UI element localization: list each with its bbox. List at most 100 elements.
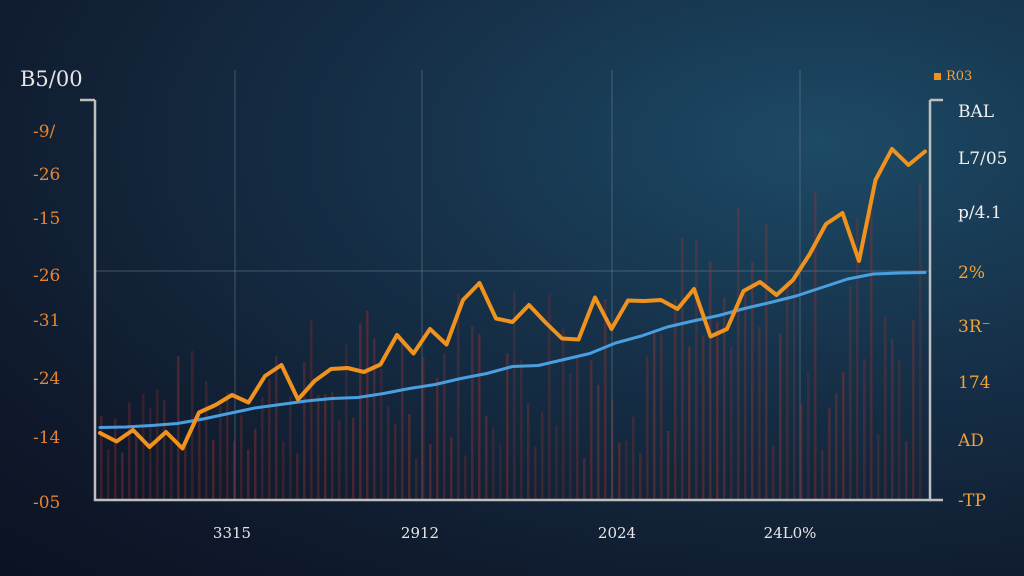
volume-bar bbox=[597, 384, 600, 500]
volume-bar bbox=[639, 453, 642, 500]
axis-frame bbox=[93, 100, 932, 502]
series-lines bbox=[98, 147, 927, 451]
volume-bar bbox=[247, 449, 250, 500]
trend-line bbox=[98, 271, 927, 429]
volume-bar bbox=[408, 414, 411, 500]
volume-bar bbox=[233, 440, 236, 500]
volume-bar bbox=[716, 321, 719, 500]
y-axis-right-ticks: BAL L7/05 p/4.1 2% 3R⁻ 174 AD -TP bbox=[957, 102, 1007, 511]
volume-bar bbox=[219, 405, 222, 500]
volume-bar bbox=[653, 331, 656, 500]
volume-bar bbox=[310, 320, 313, 500]
chart-title: B5/00 bbox=[20, 67, 83, 91]
volume-bar bbox=[443, 353, 446, 500]
volume-bar bbox=[226, 392, 229, 500]
volume-bar bbox=[457, 294, 460, 500]
volume-bar bbox=[471, 326, 474, 500]
volume-bar bbox=[870, 195, 873, 501]
volume-bar bbox=[877, 434, 880, 500]
volume-bar bbox=[366, 310, 369, 500]
volume-bar bbox=[331, 391, 334, 500]
volume-bar bbox=[912, 320, 915, 500]
volume-bar bbox=[422, 356, 425, 500]
volume-bar bbox=[338, 419, 341, 500]
volume-bar bbox=[800, 404, 803, 500]
legend-swatch bbox=[934, 73, 941, 80]
x-tick-label: 3315 bbox=[213, 524, 251, 542]
volume-bar bbox=[548, 294, 551, 500]
volume-bars bbox=[100, 182, 922, 501]
volume-bar bbox=[254, 428, 257, 500]
volume-bar bbox=[128, 402, 131, 500]
volume-bar bbox=[709, 261, 712, 500]
volume-bar bbox=[198, 411, 201, 500]
volume-bar bbox=[156, 389, 159, 500]
volume-bar bbox=[772, 446, 775, 500]
volume-bar bbox=[212, 439, 215, 500]
volume-bar bbox=[303, 361, 306, 500]
volume-bar bbox=[289, 396, 292, 500]
volume-bar bbox=[723, 297, 726, 500]
volume-bar bbox=[352, 417, 355, 500]
y-tick-label-left: -31 bbox=[33, 311, 60, 331]
volume-bar bbox=[681, 237, 684, 500]
volume-bar bbox=[590, 360, 593, 500]
axes bbox=[80, 98, 943, 502]
volume-bar bbox=[905, 441, 908, 500]
volume-bar bbox=[324, 394, 327, 500]
y-tick-label-right: L7/05 bbox=[958, 149, 1007, 169]
volume-bar bbox=[793, 273, 796, 500]
y-tick-label-right: -TP bbox=[958, 491, 986, 511]
volume-bar bbox=[142, 393, 145, 500]
volume-bar bbox=[387, 406, 390, 500]
volume-bar bbox=[611, 399, 614, 500]
y-tick-label-left: -24 bbox=[33, 369, 60, 389]
grid bbox=[95, 70, 930, 500]
volume-bar bbox=[828, 407, 831, 500]
volume-bar bbox=[807, 372, 810, 500]
volume-bar bbox=[751, 262, 754, 500]
volume-bar bbox=[856, 217, 859, 500]
y-tick-label-right: BAL bbox=[958, 102, 994, 122]
volume-bar bbox=[268, 378, 271, 500]
volume-bar bbox=[359, 323, 362, 500]
volume-bar bbox=[240, 415, 243, 500]
x-axis-ticks: 3315 2912 2024 24L0% bbox=[213, 524, 817, 542]
volume-bar bbox=[884, 315, 887, 500]
volume-bar bbox=[163, 400, 166, 500]
volume-bar bbox=[667, 430, 670, 500]
volume-bar bbox=[177, 356, 180, 500]
volume-bar bbox=[436, 378, 439, 500]
volume-bar bbox=[114, 418, 117, 500]
volume-bar bbox=[296, 453, 299, 500]
volume-bar bbox=[576, 356, 579, 500]
volume-bar bbox=[604, 299, 607, 500]
volume-bar bbox=[562, 326, 565, 500]
volume-bar bbox=[373, 338, 376, 500]
volume-bar bbox=[527, 403, 530, 500]
volume-bar bbox=[758, 326, 761, 500]
volume-bar bbox=[506, 353, 509, 500]
volume-bar bbox=[394, 423, 397, 500]
volume-bar bbox=[737, 207, 740, 500]
volume-bar bbox=[814, 190, 817, 500]
volume-bar bbox=[429, 444, 432, 500]
price-line bbox=[98, 147, 927, 451]
volume-bar bbox=[569, 373, 572, 500]
y-tick-label-left: -9/ bbox=[33, 122, 56, 142]
volume-bar bbox=[317, 395, 320, 500]
y-tick-label-left: -26 bbox=[33, 266, 60, 286]
volume-bar bbox=[702, 335, 705, 500]
volume-bar bbox=[282, 441, 285, 500]
volume-bar bbox=[499, 443, 502, 500]
volume-bar bbox=[121, 452, 124, 500]
y-tick-label-left: -05 bbox=[33, 493, 60, 513]
volume-bar bbox=[415, 458, 418, 500]
volume-bar bbox=[184, 446, 187, 500]
volume-bar bbox=[583, 458, 586, 500]
volume-bar bbox=[520, 360, 523, 500]
legend: R03 bbox=[934, 69, 972, 84]
volume-bar bbox=[149, 408, 152, 500]
volume-bar bbox=[513, 291, 516, 500]
